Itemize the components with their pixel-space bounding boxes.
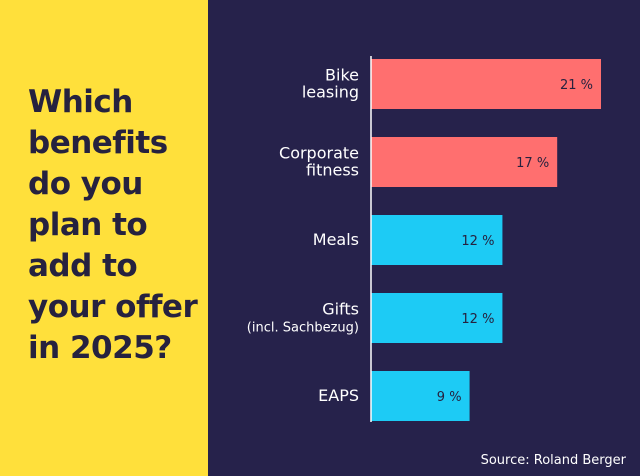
bar-3	[371, 293, 503, 343]
category-label-1-1: fitness	[306, 161, 359, 180]
category-label-0-0: Bike	[325, 66, 359, 85]
value-label-3: 12 %	[461, 312, 494, 327]
bar-1	[371, 137, 558, 187]
category-label-3-0: Gifts	[322, 300, 359, 319]
value-label-1: 17 %	[516, 156, 549, 171]
value-label-4: 9 %	[437, 390, 462, 405]
value-label-0: 21 %	[560, 78, 593, 93]
category-label-2-0: Meals	[313, 230, 359, 249]
bar-4	[371, 371, 470, 421]
category-label-3-1: (incl. Sachbezug)	[247, 321, 359, 336]
question-title: Which benefits do you plan to add to you…	[28, 84, 198, 366]
source-note: Source: Roland Berger	[480, 453, 626, 468]
question-panel: Which benefits do you plan to add to you…	[0, 0, 208, 476]
value-label-2: 12 %	[461, 234, 494, 249]
category-label-4-0: EAPS	[318, 386, 359, 405]
category-label-0-1: leasing	[302, 83, 359, 102]
bar-2	[371, 215, 503, 265]
category-label-1-0: Corporate	[279, 144, 359, 163]
bar-0	[371, 59, 601, 109]
